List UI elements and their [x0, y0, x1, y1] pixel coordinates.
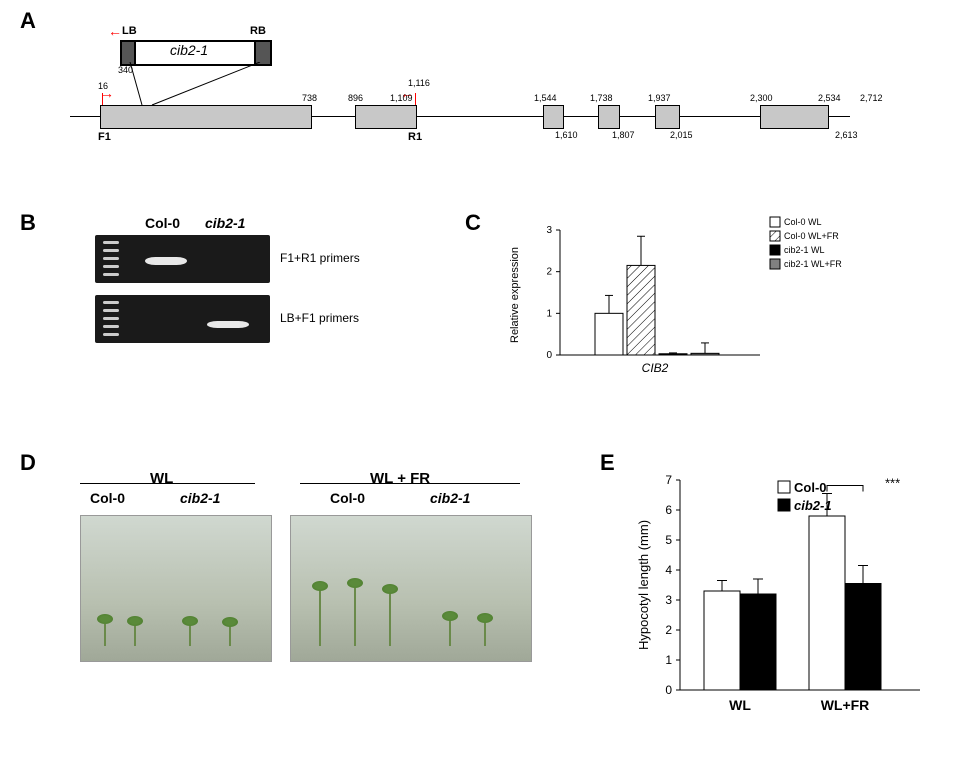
svg-text:3: 3 [665, 593, 672, 607]
gene-diagram-a: LB RB ← cib2-1 340 → F1 16 ← R1 1,116 1,… [100, 25, 850, 175]
svg-text:1: 1 [665, 653, 672, 667]
svg-text:Col-0 WL+FR: Col-0 WL+FR [784, 231, 839, 241]
svg-text:Col-0 WL: Col-0 WL [784, 217, 822, 227]
insert-triangle [100, 62, 300, 107]
num-2015: 2,015 [670, 130, 693, 140]
r1-label: R1 [408, 131, 422, 143]
gel-col0: Col-0 [145, 215, 180, 231]
svg-text:3: 3 [546, 225, 552, 236]
svg-text:5: 5 [665, 533, 672, 547]
svg-text:Col-0: Col-0 [794, 480, 827, 495]
wlfr-cib21: cib2-1 [430, 490, 470, 506]
wl-cib21: cib2-1 [180, 490, 220, 506]
svg-text:Relative expression: Relative expression [509, 247, 521, 343]
num-2712: 2,712 [860, 93, 883, 103]
svg-text:7: 7 [665, 473, 672, 487]
chart-c-svg: 0 1 2 3 Relative expression CIB2 Col-0 WL Col-0… [500, 210, 900, 380]
num-1937: 1,937 [648, 93, 671, 103]
panel-label-b: B [20, 210, 36, 236]
lb-arrow: ← [108, 23, 122, 39]
r1-bot-num: 1,109 [390, 93, 413, 103]
gel-cib21: cib2-1 [205, 215, 245, 231]
insert-label: cib2-1 [170, 42, 208, 58]
num-2300: 2,300 [750, 93, 773, 103]
wl-col0: Col-0 [90, 490, 125, 506]
num-896: 896 [348, 93, 363, 103]
panel-label-e: E [600, 450, 615, 476]
num-1738: 1,738 [590, 93, 613, 103]
wlfr-col0: Col-0 [330, 490, 365, 506]
chart-c: 0 1 2 3 Relative expression CIB2 Col-0 WL Col-0… [500, 210, 900, 380]
svg-text:cib2-1 WL+FR: cib2-1 WL+FR [784, 259, 842, 269]
num-1807: 1,807 [612, 130, 635, 140]
panel-label-c: C [465, 210, 481, 236]
svg-text:1: 1 [546, 308, 552, 319]
svg-text:cib2-1 WL: cib2-1 WL [784, 245, 825, 255]
gel-panel: Col-0 cib2-1 F1+R1 primers LB+F1 primers [80, 215, 380, 365]
f1-num: 16 [98, 81, 108, 91]
chart-e: 0 1 2 3 4 5 6 7 WL WL+FR Hypocotyl length (mm) Col-… [630, 450, 940, 730]
wl-label: WL [150, 470, 173, 487]
svg-text:6: 6 [665, 503, 672, 517]
svg-text:Hypocotyl length (mm): Hypocotyl length (mm) [636, 520, 651, 650]
num-1544: 1,544 [534, 93, 557, 103]
num-2613: 2,613 [835, 130, 858, 140]
photo-wlfr [290, 515, 532, 662]
gel-label-1: F1+R1 primers [280, 251, 360, 265]
svg-text:2: 2 [546, 267, 552, 278]
svg-text:0: 0 [546, 350, 552, 361]
wlfr-label: WL + FR [370, 470, 430, 487]
num-738: 738 [302, 93, 317, 103]
svg-text:cib2-1: cib2-1 [794, 498, 832, 513]
svg-text:4: 4 [665, 563, 672, 577]
rb-label: RB [250, 25, 266, 37]
svg-text:2: 2 [665, 623, 672, 637]
svg-text:CIB2: CIB2 [642, 361, 669, 375]
lb-label: LB [122, 25, 137, 37]
photo-wl [80, 515, 272, 662]
f1-label: F1 [98, 131, 111, 143]
chart-e-svg: 0 1 2 3 4 5 6 7 WL WL+FR Hypocotyl length (mm) Col-… [630, 450, 940, 730]
panel-d: WL Col-0 cib2-1 WL + FR Col-0 cib2-1 [80, 450, 570, 720]
svg-text:0: 0 [665, 683, 672, 697]
num-1610: 1,610 [555, 130, 578, 140]
r1-top-num: 1,116 [408, 78, 430, 88]
panel-label-a: A [20, 8, 36, 34]
svg-text:WL: WL [729, 697, 751, 713]
gel-label-2: LB+F1 primers [280, 311, 359, 325]
panel-label-d: D [20, 450, 36, 476]
svg-text:***: *** [885, 476, 900, 491]
num-2534: 2,534 [818, 93, 841, 103]
svg-text:WL+FR: WL+FR [821, 697, 870, 713]
